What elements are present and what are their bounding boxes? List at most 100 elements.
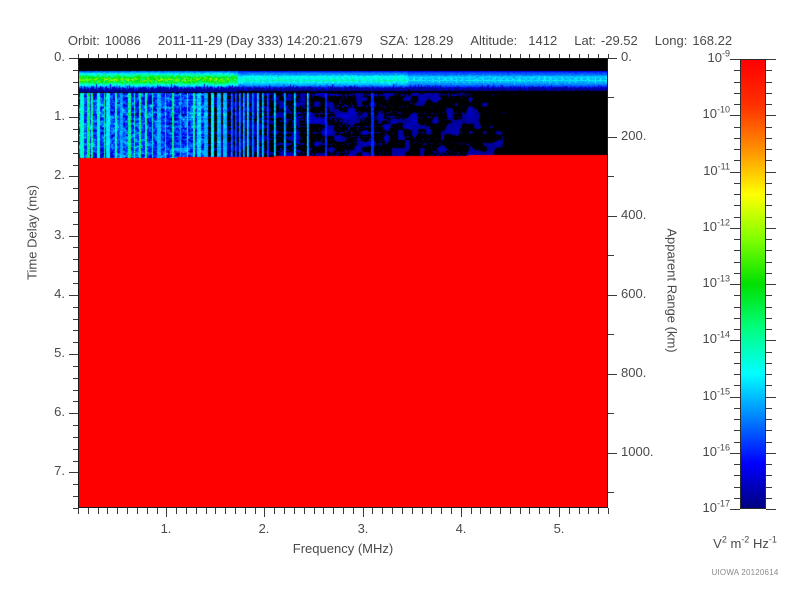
- colorbar-tick-minor: [734, 194, 740, 195]
- y-axis-right-title: Apparent Range (km): [664, 228, 680, 353]
- y-right-tick-label: 1000.: [621, 444, 654, 459]
- colorbar-tick-minor: [766, 295, 772, 296]
- y-tick-label: 4.: [54, 286, 65, 301]
- y-tick-label: 5.: [54, 345, 65, 360]
- x-tick-minor: [569, 508, 570, 514]
- y-tick-minor: [73, 70, 78, 71]
- x-tick-top: [166, 54, 167, 58]
- x-tick-top: [471, 54, 472, 58]
- x-tick-minor: [402, 508, 403, 514]
- unit-hertz: Hz: [752, 536, 769, 551]
- x-tick-minor: [579, 508, 580, 514]
- y-tick-major: [69, 176, 78, 177]
- y-tick-minor: [73, 319, 78, 320]
- y-tick-minor: [73, 342, 78, 343]
- header-long: Long: 168.22: [655, 33, 732, 48]
- x-tick-major: [559, 508, 560, 517]
- y-tick-minor: [73, 484, 78, 485]
- colorbar-tick-minor: [766, 160, 772, 161]
- colorbar-tick-minor: [734, 442, 740, 443]
- x-tick-top: [579, 54, 580, 58]
- x-tick-top: [569, 54, 570, 58]
- x-tick-label: 1.: [160, 521, 172, 536]
- x-tick-minor: [372, 508, 373, 514]
- y-tick-label: 7.: [54, 463, 65, 478]
- y-tick-minor: [73, 94, 78, 95]
- y-tick-minor: [73, 437, 78, 438]
- colorbar-tick-label: 10-17: [702, 498, 730, 515]
- colorbar-tick-minor: [734, 329, 740, 330]
- y-tick-minor: [73, 508, 78, 509]
- y-tick-minor: [73, 390, 78, 391]
- x-tick-minor: [314, 508, 315, 514]
- y-right-tick-major: [608, 374, 617, 375]
- x-tick-top: [451, 54, 452, 58]
- y-tick-major: [69, 117, 78, 118]
- x-tick-minor: [343, 508, 344, 514]
- colorbar-unit-label: V2 m-2 Hz-1: [690, 534, 800, 551]
- x-tick-top: [127, 54, 128, 58]
- colorbar-tick-left: [730, 453, 740, 454]
- x-tick-top: [225, 54, 226, 58]
- header-lat-label: Lat:: [574, 32, 596, 48]
- colorbar-tick-minor: [766, 329, 772, 330]
- header-long-value: 168.22: [692, 32, 733, 48]
- x-tick-top: [284, 54, 285, 58]
- header-long-label: Long:: [654, 32, 688, 48]
- colorbar-tick-minor: [766, 70, 772, 71]
- colorbar-tick-minor: [734, 82, 740, 83]
- y-tick-minor: [73, 366, 78, 367]
- x-tick-minor: [225, 508, 226, 514]
- header-sza: SZA: 128.29: [380, 33, 454, 48]
- colorbar-tick-minor: [766, 442, 772, 443]
- colorbar-tick-minor: [766, 408, 772, 409]
- x-tick-major: [264, 508, 265, 517]
- colorbar-tick-label: 10-9: [707, 48, 730, 65]
- y-tick-minor: [73, 129, 78, 130]
- x-tick-top: [294, 54, 295, 58]
- x-tick-top: [78, 54, 79, 58]
- y-axis-left-title: Time Delay (ms): [24, 185, 40, 280]
- colorbar-tick-minor: [766, 419, 772, 420]
- x-tick-minor: [245, 508, 246, 514]
- colorbar-tick-right: [766, 453, 776, 454]
- y-tick-major: [69, 472, 78, 473]
- x-tick-major: [166, 508, 167, 517]
- colorbar-tick-minor: [734, 70, 740, 71]
- y-tick-minor: [73, 307, 78, 308]
- header-datetime-value: 2011-11-29 (Day 333) 14:20:21.679: [157, 32, 363, 48]
- y-tick-minor: [73, 449, 78, 450]
- x-tick-minor: [451, 508, 452, 514]
- y-right-tick-major: [608, 58, 617, 59]
- colorbar-tick-label: 10-10: [702, 104, 730, 121]
- colorbar-tick-minor: [766, 318, 772, 319]
- x-tick-top: [529, 54, 530, 58]
- x-tick-top: [461, 54, 462, 58]
- colorbar-tick-minor: [766, 93, 772, 94]
- y-tick-minor: [73, 425, 78, 426]
- x-tick-top: [402, 54, 403, 58]
- y-tick-major: [69, 354, 78, 355]
- y-tick-major: [69, 295, 78, 296]
- colorbar-tick-minor: [734, 475, 740, 476]
- y-right-tick-minor: [608, 492, 614, 493]
- x-tick-minor: [274, 508, 275, 514]
- x-tick-top: [333, 54, 334, 58]
- x-tick-minor: [235, 508, 236, 514]
- colorbar-tick-minor: [766, 82, 772, 83]
- x-tick-minor: [107, 508, 108, 514]
- header-altitude: Altitude: 1412: [470, 33, 557, 48]
- colorbar-tick-minor: [766, 374, 772, 375]
- x-tick-top: [480, 54, 481, 58]
- unit-meter-exp: -2: [741, 534, 750, 545]
- x-tick-top: [196, 54, 197, 58]
- colorbar-tick-minor: [766, 464, 772, 465]
- y-tick-minor: [73, 200, 78, 201]
- x-tick-minor: [176, 508, 177, 514]
- y-right-tick-minor: [608, 255, 614, 256]
- colorbar-tick-minor: [734, 239, 740, 240]
- x-tick-top: [323, 54, 324, 58]
- y-right-tick-minor: [608, 334, 614, 335]
- x-tick-top: [412, 54, 413, 58]
- x-tick-top: [372, 54, 373, 58]
